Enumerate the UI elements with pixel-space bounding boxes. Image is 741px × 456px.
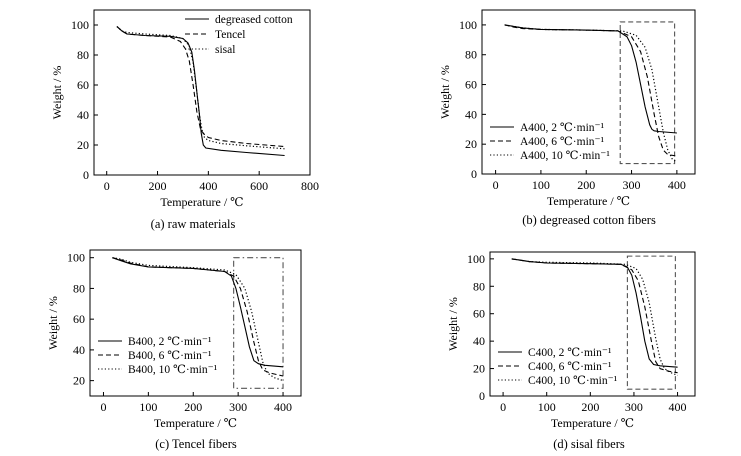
legend-label: C400, 10 ℃·min⁻¹ bbox=[528, 375, 618, 387]
series-line-2 bbox=[112, 257, 284, 377]
x-tick-label: 200 bbox=[577, 178, 595, 192]
highlight-box bbox=[233, 257, 284, 389]
panel-caption: (a) raw materials bbox=[151, 217, 236, 231]
x-axis-label: Temperature / ℃ bbox=[160, 195, 243, 209]
legend-label: C400, 6 ℃·min⁻¹ bbox=[528, 361, 612, 373]
series-line-3 bbox=[504, 24, 678, 163]
chart-panel-4: 0 100 200 300 400 0 20 40 60 80 100 Temperature / ℃… bbox=[446, 251, 696, 451]
y-tick-label: 40 bbox=[73, 343, 85, 357]
y-tick-label: 100 bbox=[71, 18, 89, 32]
highlight-box bbox=[619, 21, 676, 165]
y-tick-label: 80 bbox=[473, 279, 485, 293]
y-tick-label: 40 bbox=[473, 334, 485, 348]
x-tick-label: 400 bbox=[199, 179, 217, 193]
y-tick-label: 20 bbox=[77, 138, 89, 152]
x-tick-label: 0 bbox=[493, 178, 499, 192]
x-tick-label: 100 bbox=[139, 400, 157, 414]
x-tick-label: 600 bbox=[250, 179, 268, 193]
series-line-1 bbox=[511, 258, 678, 368]
x-tick-label: 800 bbox=[301, 179, 319, 193]
series-line-2 bbox=[504, 24, 677, 157]
legend-label: A400, 10 ℃·min⁻¹ bbox=[520, 150, 610, 162]
y-tick-label: 60 bbox=[77, 78, 89, 92]
series-line-3 bbox=[116, 26, 285, 150]
y-axis-label: Weight / % bbox=[50, 66, 64, 120]
y-tick-label: 100 bbox=[459, 18, 477, 32]
legend-label: C400, 2 ℃·min⁻¹ bbox=[528, 347, 612, 359]
legend-label: B400, 2 ℃·min⁻¹ bbox=[128, 336, 212, 348]
x-axis-label: Temperature / ℃ bbox=[154, 416, 237, 430]
x-tick-label: 0 bbox=[104, 179, 110, 193]
legend-label: Tencel bbox=[215, 29, 245, 41]
y-tick-label: 40 bbox=[465, 107, 477, 121]
x-tick-label: 200 bbox=[149, 179, 167, 193]
plot-frame bbox=[93, 9, 311, 176]
y-tick-label: 80 bbox=[465, 48, 477, 62]
y-tick-label: 100 bbox=[467, 252, 485, 266]
y-tick-label: 80 bbox=[73, 281, 85, 295]
panel-caption: (d) sisal fibers bbox=[553, 437, 625, 451]
x-tick-label: 400 bbox=[669, 400, 687, 414]
y-tick-label: 60 bbox=[465, 78, 477, 92]
x-tick-label: 0 bbox=[100, 400, 106, 414]
x-tick-label: 300 bbox=[623, 178, 641, 192]
legend-label: A400, 6 ℃·min⁻¹ bbox=[520, 136, 605, 148]
x-tick-label: 0 bbox=[500, 400, 506, 414]
y-tick-label: 20 bbox=[473, 362, 485, 376]
series-line-3 bbox=[112, 257, 284, 382]
legend-label: B400, 6 ℃·min⁻¹ bbox=[128, 350, 212, 362]
plot-frame bbox=[89, 249, 302, 397]
y-tick-label: 0 bbox=[471, 167, 477, 181]
panel-caption: (b) degreased cotton fibers bbox=[522, 213, 656, 227]
y-tick-label: 0 bbox=[83, 168, 89, 182]
x-tick-label: 100 bbox=[538, 400, 556, 414]
series-line-3 bbox=[511, 258, 678, 376]
y-tick-label: 60 bbox=[73, 312, 85, 326]
y-tick-label: 0 bbox=[479, 389, 485, 403]
y-tick-label: 40 bbox=[77, 108, 89, 122]
x-tick-label: 400 bbox=[274, 400, 292, 414]
x-tick-label: 200 bbox=[581, 400, 599, 414]
x-axis-label: Temperature / ℃ bbox=[551, 416, 634, 430]
chart-panel-1: 0 200 400 600 800 0 20 40 60 80 100 Temperature / ℃… bbox=[50, 9, 319, 231]
series-line-2 bbox=[116, 26, 285, 148]
plot-frame bbox=[481, 9, 696, 175]
y-axis-label: Weight / % bbox=[446, 297, 460, 351]
plot-frame bbox=[489, 251, 696, 397]
chart-panel-3: 0 100 200 300 400 20 40 60 80 100 Temperature / ℃ W… bbox=[46, 249, 302, 451]
x-tick-label: 200 bbox=[184, 400, 202, 414]
legend-label: degreased cotton bbox=[215, 14, 293, 26]
y-tick-label: 60 bbox=[473, 307, 485, 321]
x-tick-label: 300 bbox=[625, 400, 643, 414]
y-tick-label: 20 bbox=[73, 374, 85, 388]
x-tick-label: 400 bbox=[668, 178, 686, 192]
y-tick-label: 100 bbox=[67, 251, 85, 265]
y-axis-label: Weight / % bbox=[438, 65, 452, 119]
x-tick-label: 100 bbox=[532, 178, 550, 192]
series-line-1 bbox=[116, 26, 285, 157]
legend-label: A400, 2 ℃·min⁻¹ bbox=[520, 122, 605, 134]
chart-panel-2: 0 100 200 300 400 0 20 40 60 80 100 Temperature / ℃… bbox=[438, 9, 696, 227]
highlight-box bbox=[626, 255, 676, 390]
legend-label: B400, 10 ℃·min⁻¹ bbox=[128, 364, 218, 376]
y-tick-label: 80 bbox=[77, 48, 89, 62]
x-tick-label: 300 bbox=[229, 400, 247, 414]
y-axis-label: Weight / % bbox=[46, 296, 60, 350]
x-axis-label: Temperature / ℃ bbox=[547, 194, 630, 208]
legend-label: sisal bbox=[215, 44, 235, 56]
panel-caption: (c) Tencel fibers bbox=[155, 437, 237, 451]
y-tick-label: 20 bbox=[465, 137, 477, 151]
series-line-1 bbox=[504, 24, 677, 134]
